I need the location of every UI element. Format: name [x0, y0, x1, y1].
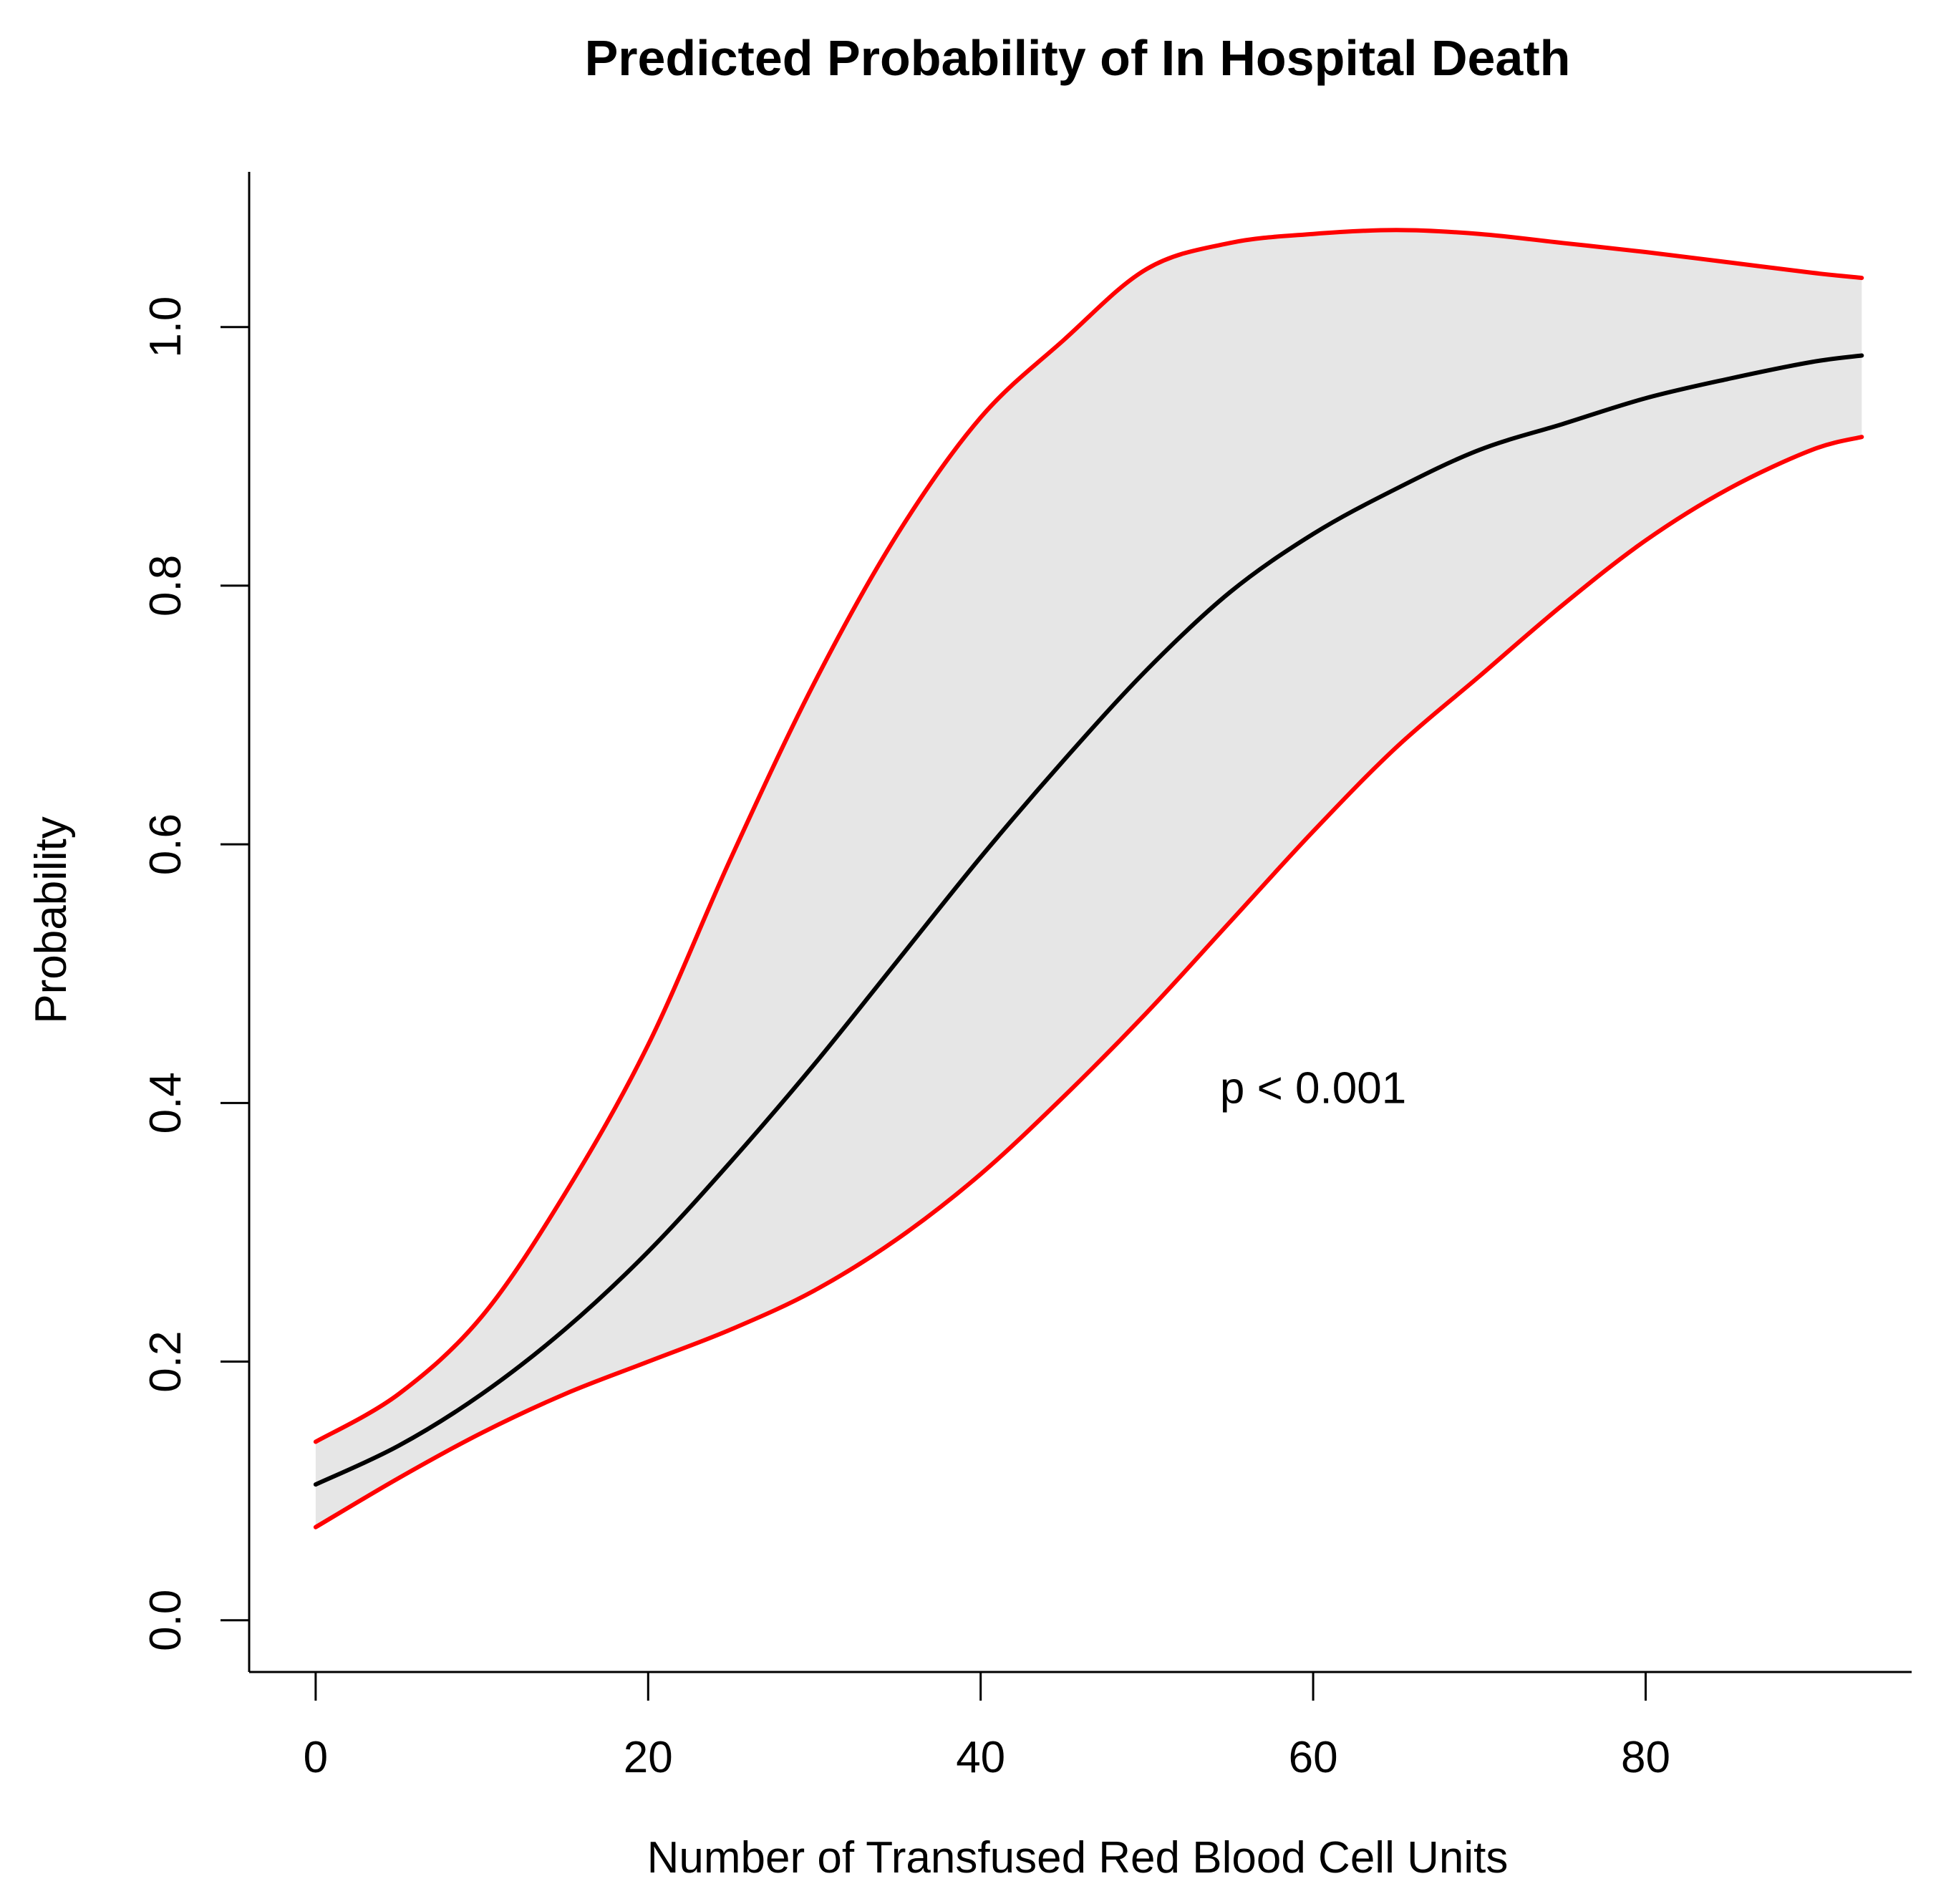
x-tick-label: 60	[1289, 1733, 1338, 1782]
x-axis-title: Number of Transfused Red Blood Cell Unit…	[647, 1833, 1509, 1883]
y-tick-label: 0.2	[141, 1330, 190, 1392]
x-tick-label: 40	[956, 1733, 1005, 1782]
x-tick-label: 20	[624, 1733, 673, 1782]
chart-title: Predicted Probability of In Hospital Dea…	[585, 30, 1571, 86]
y-tick-label: 0.4	[141, 1072, 190, 1134]
lower-ci-line	[313, 435, 1864, 1530]
x-tick-label: 0	[304, 1733, 328, 1782]
confidence-band	[315, 230, 1862, 1527]
y-tick-label: 0.0	[141, 1590, 190, 1651]
plot-area: 0 20 40 60 80 0.0 0.2 0.4 0.6 0.8 1.0 p < 0.001	[141, 172, 1912, 1782]
upper-ci-line	[313, 228, 1864, 1444]
x-tick-label: 80	[1621, 1733, 1670, 1782]
y-tick-label: 0.6	[141, 813, 190, 875]
predicted-probability-line	[313, 353, 1864, 1487]
y-axis-title: Probability	[26, 816, 76, 1023]
y-tick-label: 1.0	[141, 296, 190, 358]
p-value-annotation: p < 0.001	[1220, 1063, 1406, 1113]
y-tick-label: 0.8	[141, 555, 190, 617]
